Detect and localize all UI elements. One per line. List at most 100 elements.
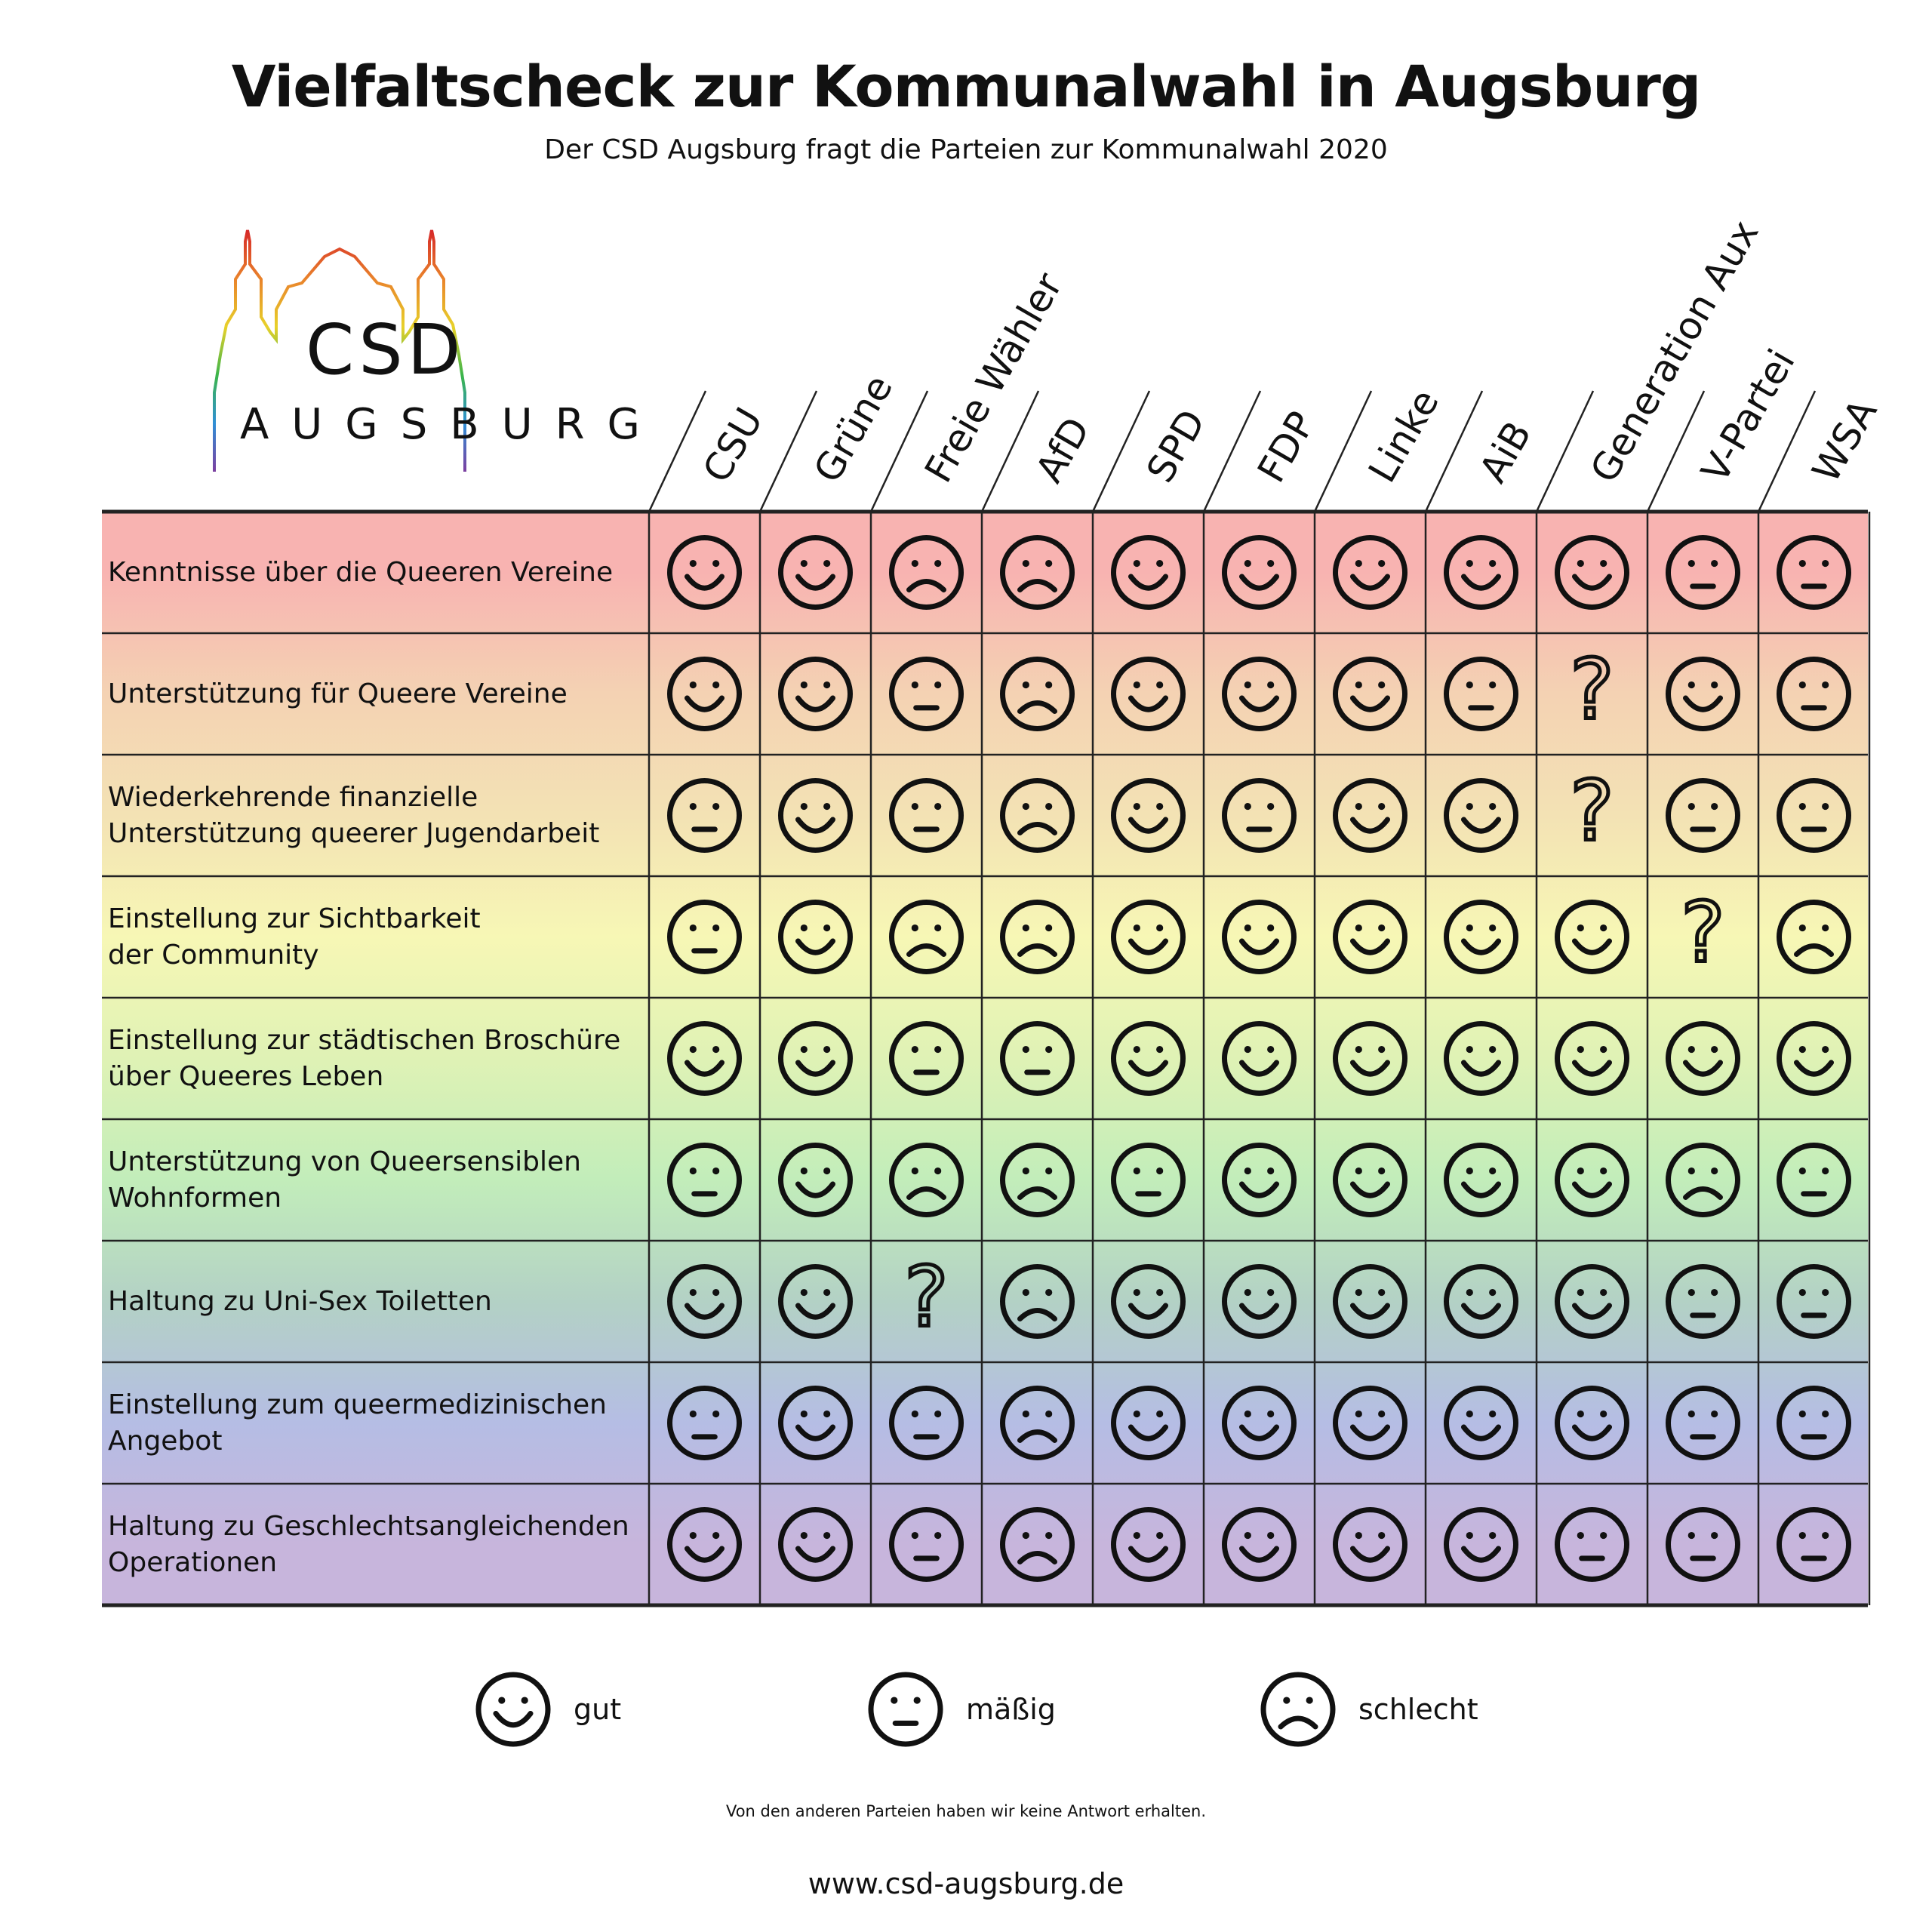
cell-0-1-eye-right (823, 559, 831, 568)
column-header-5: FDP (1249, 405, 1324, 490)
cell-7-6-mouth (1350, 1424, 1390, 1441)
cell-8-1-mouth (795, 1546, 835, 1563)
cell-6-9-eye-left (1687, 1288, 1695, 1297)
cell-3-7-eye-right (1489, 924, 1497, 932)
cell-6-8-eye-left (1577, 1288, 1584, 1297)
logo-text-city: AUGSBURG (240, 400, 663, 449)
cell-1-6-eye-right (1378, 681, 1386, 689)
cell-2-10-eye-left (1798, 802, 1806, 811)
cell-2-4-mouth (1128, 817, 1168, 834)
cell-6-0-outline (667, 1264, 742, 1339)
cell-1-8-glyph: ? (1570, 641, 1614, 738)
cell-8-3-mouth (1017, 1550, 1057, 1564)
cell-3-5-outline (1222, 900, 1297, 974)
legend-symbol-2-eye-left (1283, 1697, 1291, 1704)
website-link[interactable]: www.csd-augsburg.de (808, 1867, 1124, 1900)
cell-8-6-eye-right (1378, 1531, 1386, 1540)
cell-4-2-eye-right (934, 1045, 942, 1054)
cell-3-4 (1111, 900, 1186, 974)
cell-2-1-eye-left (800, 802, 808, 811)
cell-1-7-eye-left (1466, 681, 1473, 689)
page-subtitle: Der CSD Augsburg fragt die Parteien zur … (544, 134, 1388, 165)
cell-5-1-mouth (795, 1181, 835, 1198)
cell-2-4-eye-left (1133, 802, 1140, 811)
cell-0-6-mouth (1350, 574, 1390, 591)
cell-2-7-outline (1444, 778, 1518, 853)
cell-8-9 (1666, 1507, 1740, 1582)
cell-3-6-outline (1333, 900, 1407, 974)
cell-8-2-eye-left (911, 1531, 918, 1540)
cell-4-3 (1000, 1021, 1075, 1096)
cell-5-5-eye-left (1244, 1167, 1251, 1175)
cell-0-1-eye-left (800, 559, 808, 568)
cell-3-4-eye-right (1156, 924, 1164, 932)
cell-4-5 (1222, 1021, 1297, 1096)
cell-3-2-eye-left (911, 924, 918, 932)
cell-8-7-outline (1444, 1507, 1518, 1582)
cell-6-1-eye-right (823, 1288, 831, 1297)
cell-1-5-eye-left (1244, 681, 1251, 689)
cell-5-6 (1333, 1143, 1407, 1217)
cell-7-10-eye-right (1822, 1410, 1829, 1418)
cell-1-0-mouth (685, 695, 724, 712)
cell-7-0-eye-right (712, 1410, 720, 1418)
cell-8-7-eye-right (1489, 1531, 1497, 1540)
cell-8-1-eye-left (800, 1531, 808, 1540)
cell-0-4-eye-left (1133, 559, 1140, 568)
cell-2-0-outline (667, 778, 742, 853)
cell-5-0-eye-right (712, 1167, 720, 1175)
cell-7-8-outline (1555, 1386, 1629, 1460)
cell-5-4 (1111, 1143, 1186, 1217)
cell-6-5-mouth (1239, 1303, 1279, 1320)
cell-0-5 (1222, 535, 1297, 610)
cell-4-6-outline (1333, 1021, 1407, 1096)
logo-text-csd: CSD (306, 309, 466, 390)
cell-4-2-outline (889, 1021, 964, 1096)
cell-1-10-eye-right (1822, 681, 1829, 689)
cell-3-10-eye-left (1798, 924, 1806, 932)
page-title: Vielfaltscheck zur Kommunalwahl in Augsb… (231, 53, 1702, 120)
cell-3-7-eye-left (1466, 924, 1473, 932)
cell-3-1-eye-left (800, 924, 808, 932)
cell-6-4-outline (1111, 1264, 1186, 1339)
cell-5-3-outline (1000, 1143, 1075, 1217)
cell-6-10-eye-left (1798, 1288, 1806, 1297)
cell-5-0-eye-left (689, 1167, 697, 1175)
cell-5-8-eye-left (1577, 1167, 1584, 1175)
cell-4-8-eye-left (1577, 1045, 1584, 1054)
cell-6-1 (778, 1264, 853, 1339)
cell-7-8-mouth (1572, 1424, 1612, 1441)
cell-4-9-eye-right (1711, 1045, 1718, 1054)
cell-4-6-eye-left (1355, 1045, 1362, 1054)
cell-1-5-eye-right (1267, 681, 1275, 689)
cell-3-10 (1777, 900, 1851, 974)
cell-7-9-eye-left (1687, 1410, 1695, 1418)
cell-7-3-eye-left (1022, 1410, 1029, 1418)
cell-8-10-eye-left (1798, 1531, 1806, 1540)
cell-3-8-eye-right (1600, 924, 1607, 932)
cell-6-4 (1111, 1264, 1186, 1339)
cell-6-8-outline (1555, 1264, 1629, 1339)
cell-8-5-outline (1222, 1507, 1297, 1582)
cell-4-0-mouth (685, 1060, 724, 1077)
cell-0-10-outline (1777, 535, 1851, 610)
cell-0-2-mouth (906, 578, 946, 592)
cell-8-1-outline (778, 1507, 853, 1582)
cell-6-3 (1000, 1264, 1075, 1339)
cell-1-1-outline (778, 657, 853, 731)
cell-5-4-eye-left (1133, 1167, 1140, 1175)
cell-3-0-outline (667, 900, 742, 974)
cell-1-1 (778, 657, 853, 731)
cell-6-2-glyph: ? (904, 1249, 948, 1346)
cell-4-3-eye-right (1045, 1045, 1053, 1054)
cell-6-3-outline (1000, 1264, 1075, 1339)
cell-8-4-mouth (1128, 1546, 1168, 1563)
column-header-4: SPD (1138, 402, 1214, 490)
cell-5-4-outline (1111, 1143, 1186, 1217)
cell-0-9-eye-right (1711, 559, 1718, 568)
cell-1-0-eye-left (689, 681, 697, 689)
row-label-4: Einstellung zur städtischen Broschüre üb… (108, 1024, 621, 1092)
cell-3-5 (1222, 900, 1297, 974)
cell-7-10-eye-left (1798, 1410, 1806, 1418)
cell-4-3-outline (1000, 1021, 1075, 1096)
